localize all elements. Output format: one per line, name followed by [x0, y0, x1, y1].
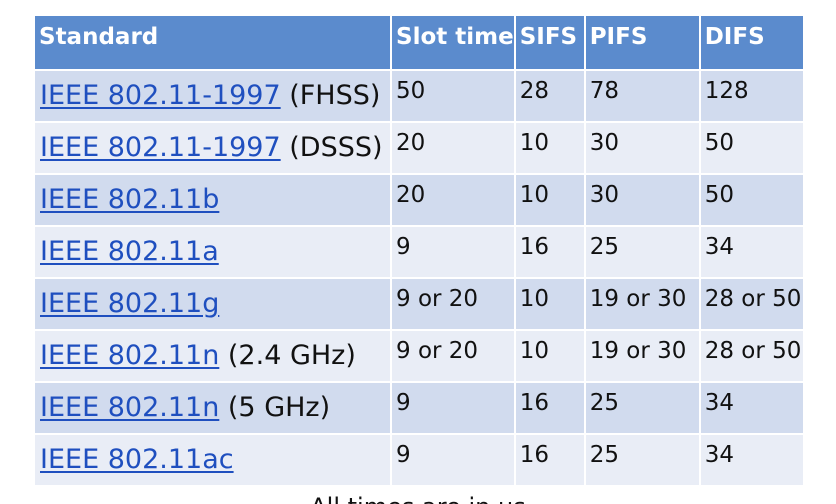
- header-pifs: PIFS: [584, 16, 701, 71]
- cell-sifs: 16: [514, 226, 586, 279]
- standard-link[interactable]: IEEE 802.11g: [40, 288, 220, 319]
- cell-difs: 50: [699, 122, 803, 175]
- cell-difs: 28 or 50: [699, 278, 803, 331]
- header-standard: Standard: [35, 16, 392, 71]
- standard-link[interactable]: IEEE 802.11-1997: [40, 80, 281, 111]
- table-row: IEEE 802.11-1997 (DSSS) 20 10 30 50: [35, 122, 803, 175]
- cell-slot-time: 9: [391, 434, 516, 487]
- standard-link[interactable]: IEEE 802.11n: [40, 340, 220, 371]
- cell-difs: 28 or 50: [699, 330, 803, 383]
- ifs-timing-table: Standard Slot time SIFS PIFS DIFS IEEE 8…: [35, 16, 803, 487]
- cell-pifs: 25: [584, 382, 701, 435]
- table-row: IEEE 802.11-1997 (FHSS) 50 28 78 128: [35, 70, 803, 123]
- cell-pifs: 78: [584, 70, 701, 123]
- table-row: IEEE 802.11n (2.4 GHz) 9 or 20 10 19 or …: [35, 330, 803, 383]
- standard-suffix: (2.4 GHz): [219, 340, 356, 371]
- cell-slot-time: 50: [391, 70, 516, 123]
- cell-difs: 34: [699, 382, 803, 435]
- standard-link[interactable]: IEEE 802.11ac: [40, 444, 234, 475]
- cell-standard: IEEE 802.11-1997 (DSSS): [35, 122, 392, 175]
- header-slot-time: Slot time: [391, 16, 516, 71]
- cell-slot-time: 9 or 20: [391, 330, 516, 383]
- standard-link[interactable]: IEEE 802.11-1997: [40, 132, 281, 163]
- cell-slot-time: 9: [391, 382, 516, 435]
- cell-standard: IEEE 802.11n (5 GHz): [35, 382, 392, 435]
- standard-suffix: (FHSS): [280, 80, 381, 111]
- cell-standard: IEEE 802.11g: [35, 278, 392, 331]
- cell-sifs: 28: [514, 70, 586, 123]
- table-row: IEEE 802.11ac 9 16 25 34: [35, 434, 803, 487]
- cell-difs: 34: [699, 226, 803, 279]
- cell-sifs: 10: [514, 174, 586, 227]
- cell-slot-time: 20: [391, 122, 516, 175]
- cell-standard: IEEE 802.11a: [35, 226, 392, 279]
- cell-slot-time: 20: [391, 174, 516, 227]
- standard-suffix: (DSSS): [280, 132, 383, 163]
- standard-suffix: (5 GHz): [219, 392, 331, 423]
- standard-link[interactable]: IEEE 802.11b: [40, 184, 220, 215]
- cell-pifs: 19 or 30: [584, 330, 701, 383]
- cell-sifs: 16: [514, 382, 586, 435]
- cell-pifs: 30: [584, 174, 701, 227]
- cell-sifs: 16: [514, 434, 586, 487]
- cell-pifs: 19 or 30: [584, 278, 701, 331]
- cell-sifs: 10: [514, 122, 586, 175]
- cell-difs: 34: [699, 434, 803, 487]
- cell-slot-time: 9: [391, 226, 516, 279]
- cell-standard: IEEE 802.11-1997 (FHSS): [35, 70, 392, 123]
- table-row: IEEE 802.11n (5 GHz) 9 16 25 34: [35, 382, 803, 435]
- cell-pifs: 25: [584, 434, 701, 487]
- units-caption: All times are in µs: [0, 492, 836, 504]
- standard-link[interactable]: IEEE 802.11a: [40, 236, 219, 267]
- cell-standard: IEEE 802.11ac: [35, 434, 392, 487]
- cell-difs: 128: [699, 70, 803, 123]
- cell-standard: IEEE 802.11b: [35, 174, 392, 227]
- table-row: IEEE 802.11a 9 16 25 34: [35, 226, 803, 279]
- cell-pifs: 30: [584, 122, 701, 175]
- standard-link[interactable]: IEEE 802.11n: [40, 392, 220, 423]
- table-header-row: Standard Slot time SIFS PIFS DIFS: [35, 16, 803, 71]
- cell-slot-time: 9 or 20: [391, 278, 516, 331]
- cell-sifs: 10: [514, 330, 586, 383]
- header-difs: DIFS: [699, 16, 803, 71]
- cell-pifs: 25: [584, 226, 701, 279]
- cell-sifs: 10: [514, 278, 586, 331]
- header-sifs: SIFS: [514, 16, 586, 71]
- table-row: IEEE 802.11b 20 10 30 50: [35, 174, 803, 227]
- table-row: IEEE 802.11g 9 or 20 10 19 or 30 28 or 5…: [35, 278, 803, 331]
- cell-standard: IEEE 802.11n (2.4 GHz): [35, 330, 392, 383]
- cell-difs: 50: [699, 174, 803, 227]
